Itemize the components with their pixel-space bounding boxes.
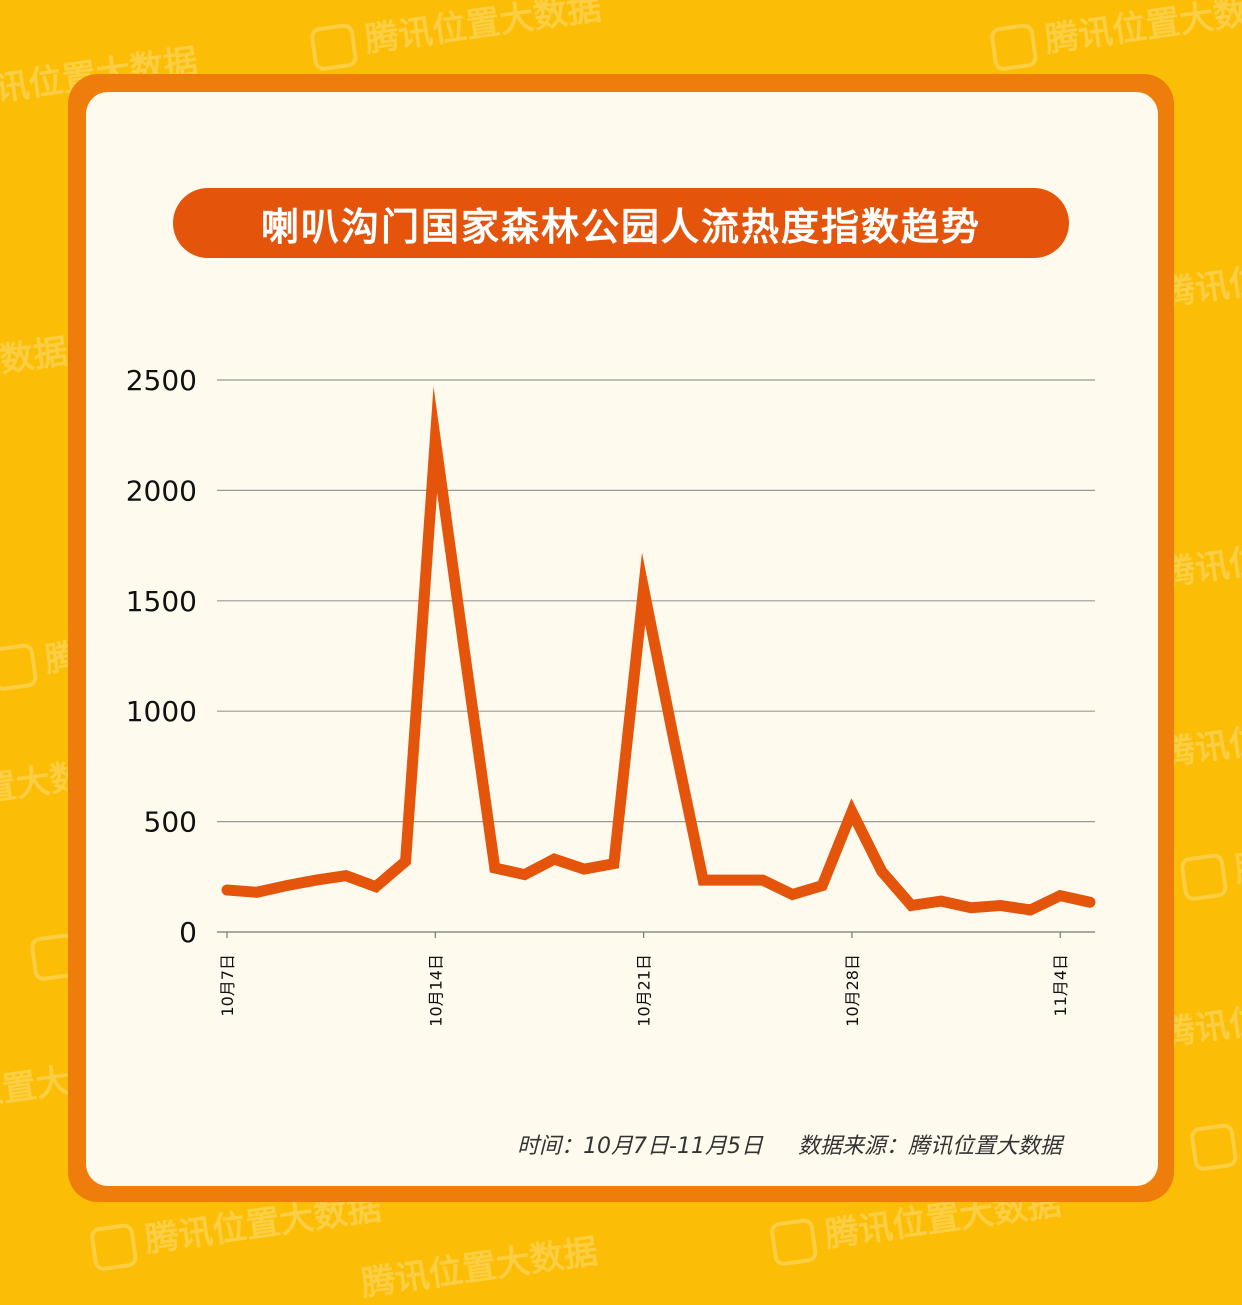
y-tick-label: 500 xyxy=(144,806,197,839)
y-tick-label: 1000 xyxy=(126,695,197,728)
series-line xyxy=(221,386,1096,916)
chart-grid xyxy=(217,379,1095,933)
x-tick-label: 10月7日 xyxy=(218,954,237,1017)
x-tick-label: 10月21日 xyxy=(635,954,654,1027)
x-axis-ticks: 10月7日 10月14日 10月21日 10月28日 11月4日 xyxy=(218,932,1070,1027)
y-tick-label: 2000 xyxy=(126,474,197,507)
y-axis-ticks: 0 500 1000 1500 2000 2500 xyxy=(126,364,197,949)
x-tick-label: 10月28日 xyxy=(843,954,862,1027)
data-source-note: 数据来源：腾讯位置大数据 xyxy=(797,1134,1062,1159)
y-tick-label: 1500 xyxy=(126,585,197,618)
chart-series xyxy=(221,386,1096,916)
chart-card xyxy=(86,92,1158,1186)
y-tick-label: 0 xyxy=(179,916,197,949)
x-tick-label: 11月4日 xyxy=(1051,954,1070,1017)
y-tick-label: 2500 xyxy=(126,364,197,397)
title-banner: 喇叭沟门国家森林公园人流热度指数趋势 xyxy=(173,188,1069,258)
x-tick-label: 10月14日 xyxy=(426,954,445,1027)
time-range-note: 时间：10月7日-11月5日 xyxy=(517,1134,763,1159)
chart-title: 喇叭沟门国家森林公园人流热度指数趋势 xyxy=(260,204,981,249)
chart-footer: 时间：10月7日-11月5日 数据来源：腾讯位置大数据 xyxy=(0,1128,1062,1160)
